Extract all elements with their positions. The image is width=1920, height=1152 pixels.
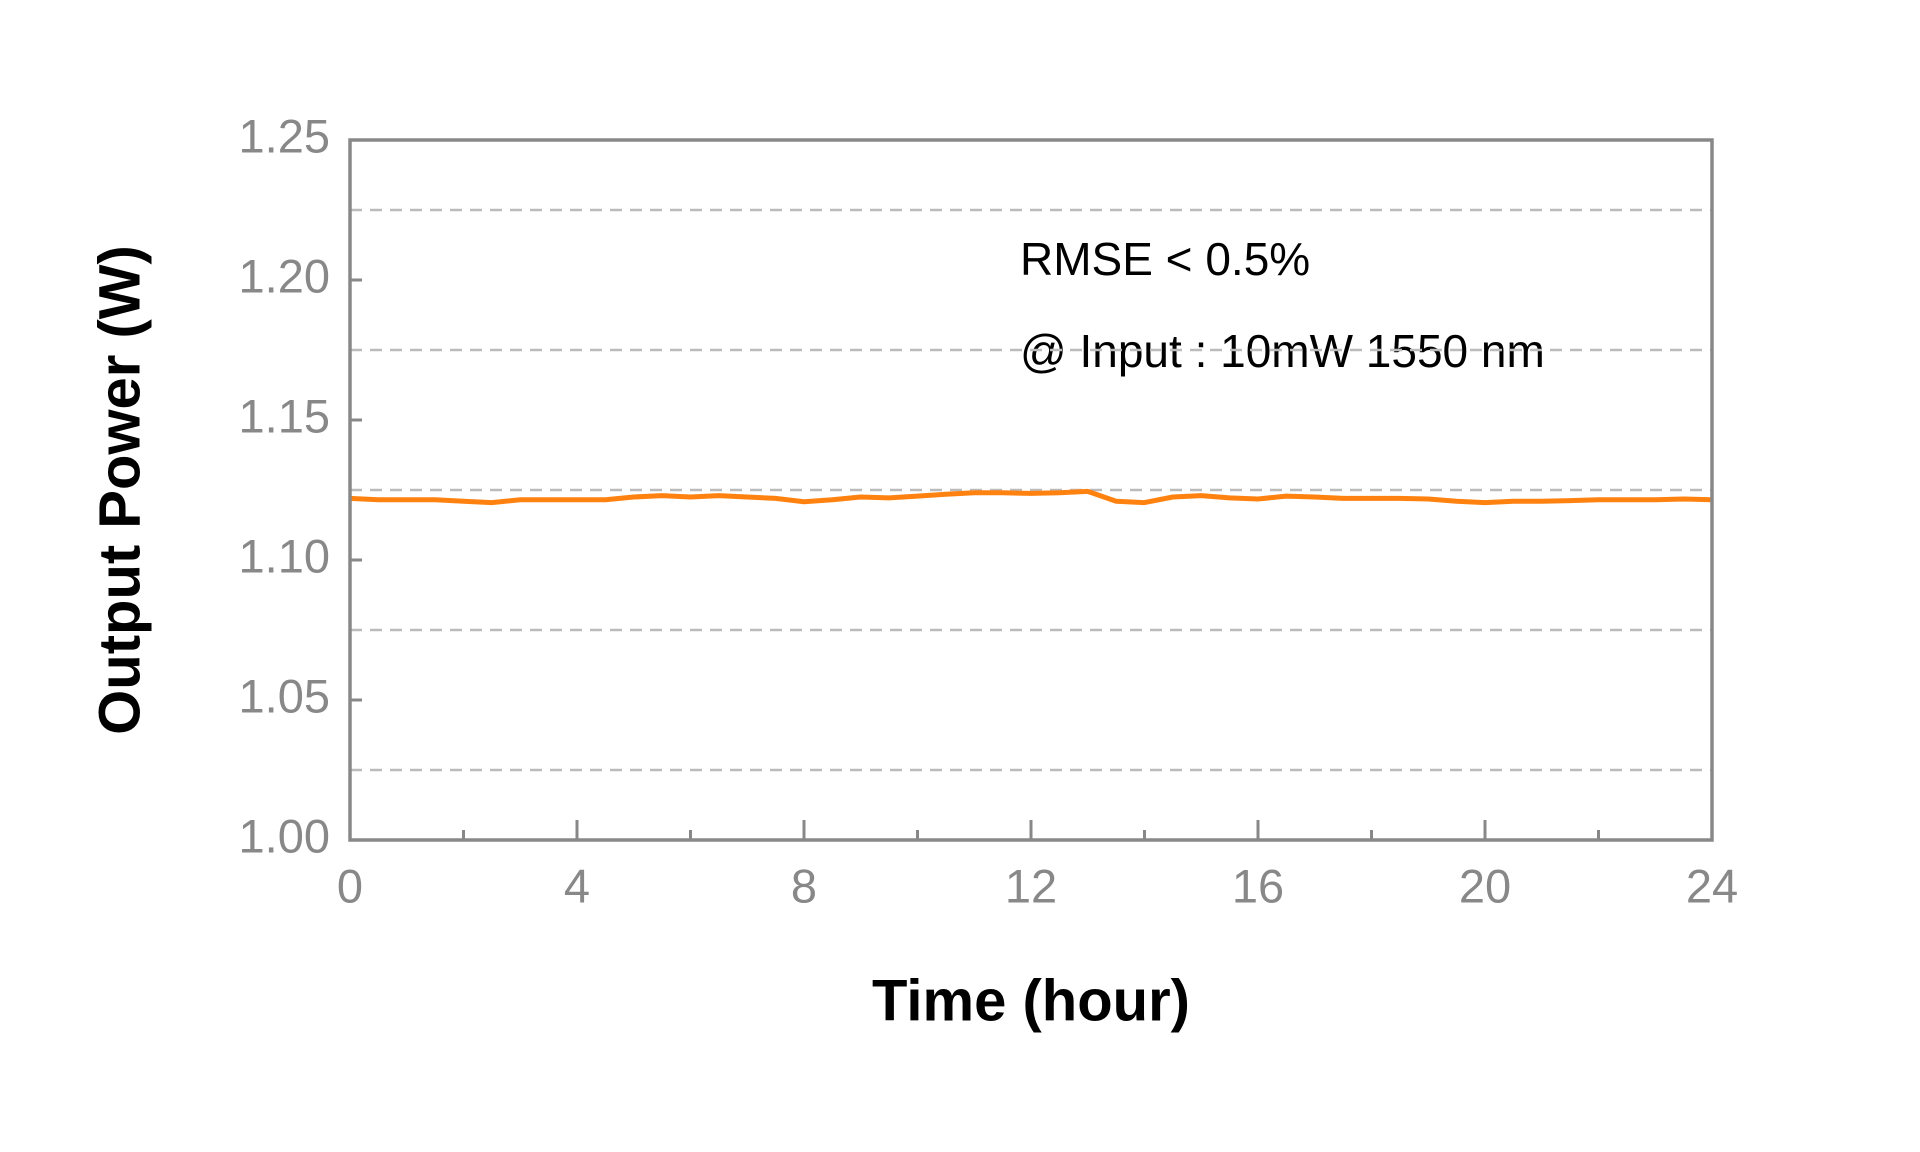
y-tick-label: 1.00 — [239, 809, 330, 862]
y-tick-label: 1.05 — [239, 669, 330, 722]
y-tick-label: 1.15 — [239, 389, 330, 442]
data-line — [349, 488, 1713, 506]
x-tick-label: 12 — [1005, 859, 1057, 912]
plot-frame — [348, 138, 1714, 842]
x-tick-label: 20 — [1459, 859, 1511, 912]
x-tick-label: 8 — [791, 859, 817, 912]
annotation: RMSE < 0.5% — [1020, 233, 1310, 285]
y-axis-title: Output Power (W) — [87, 245, 152, 735]
x-tick-label: 16 — [1232, 859, 1284, 912]
y-tick-label: 1.25 — [239, 109, 330, 162]
x-tick-label: 0 — [337, 859, 363, 912]
x-tick-label: 24 — [1686, 859, 1738, 912]
y-tick-label: 1.10 — [239, 529, 330, 582]
x-tick-label: 4 — [564, 859, 590, 912]
y-tick-label: 1.20 — [239, 249, 330, 302]
x-axis-title: Time (hour) — [872, 968, 1190, 1033]
